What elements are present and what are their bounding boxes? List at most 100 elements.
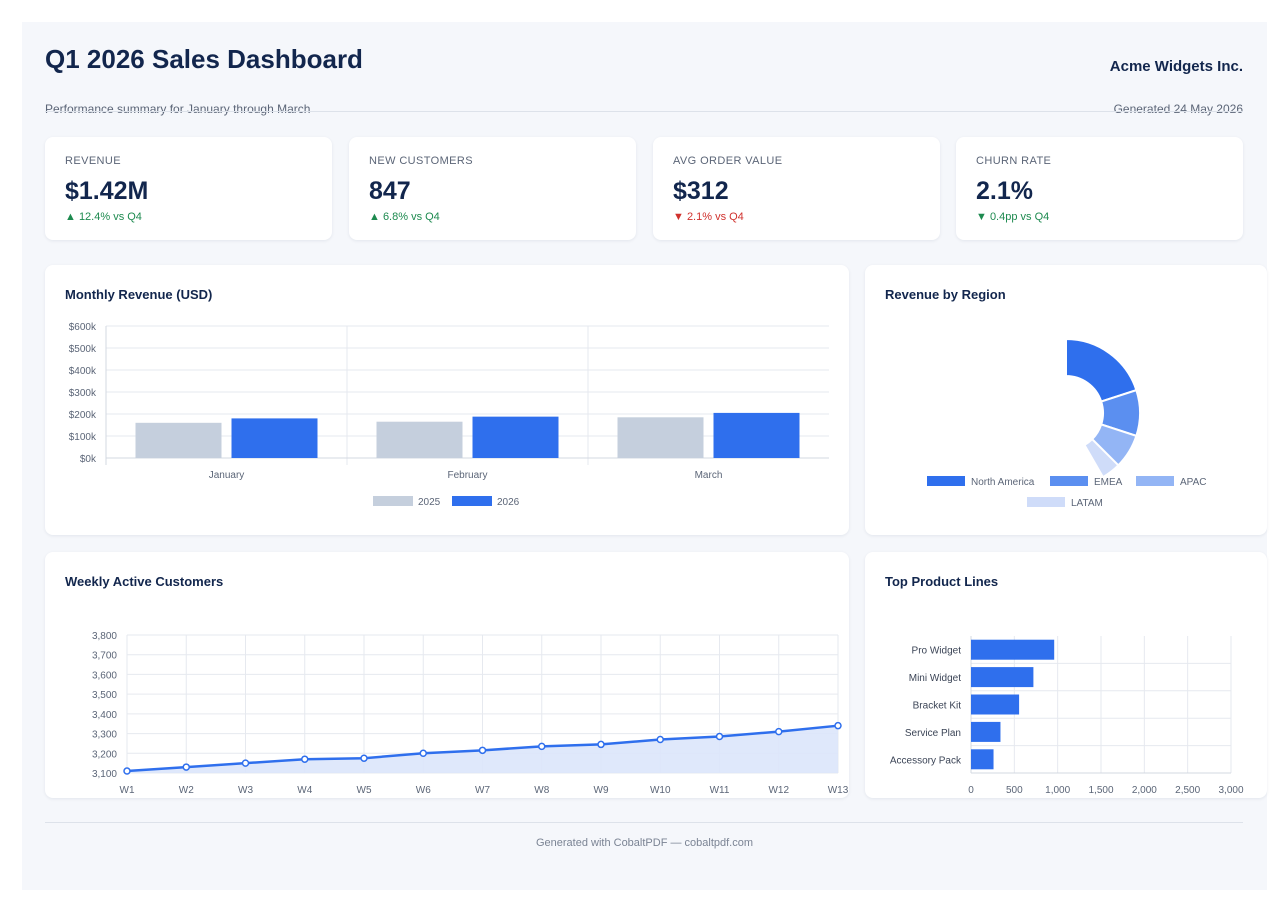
x-tick-label: W10 (650, 785, 671, 796)
data-point (597, 740, 605, 749)
y-tick-label: 3,100 (92, 769, 117, 780)
data-point (360, 754, 368, 762)
x-tick-label: 3,000 (1218, 785, 1243, 796)
bar (713, 412, 800, 458)
y-tick-label: $300k (69, 388, 97, 399)
legend-label: EMEA (1094, 477, 1123, 488)
kpi-label: NEW CUSTOMERS (369, 155, 474, 167)
pie-slice (1083, 437, 1120, 479)
y-tick-label: Accessory Pack (890, 755, 962, 766)
data-point (715, 732, 724, 741)
legend-swatch (373, 496, 413, 506)
header-divider (45, 111, 1243, 112)
chart-title: Weekly Active Customers (65, 574, 224, 589)
x-tick-label: W5 (357, 785, 372, 796)
bar (135, 422, 222, 458)
company-name: Acme Widgets Inc. (1109, 58, 1243, 75)
x-tick-label: 2,500 (1175, 785, 1200, 796)
page-subtitle: Performance summary for January through … (45, 102, 311, 116)
kpi-change: ▼ 0.4pp vs Q4 (976, 211, 1050, 223)
x-tick-label: 500 (1006, 785, 1023, 796)
bar (971, 667, 1034, 688)
y-tick-label: 3,300 (92, 730, 117, 741)
y-tick-label: 3,700 (92, 651, 117, 662)
dashboard-page: Q1 2026 Sales Dashboard Performance summ… (22, 22, 1267, 890)
footer-text: Generated with CobaltPDF — cobaltpdf.com (535, 837, 754, 849)
y-tick-label: 3,500 (92, 690, 117, 701)
kpi-change: ▼ 2.1% vs Q4 (673, 211, 744, 223)
legend-swatch (927, 476, 965, 486)
bar (971, 721, 1001, 742)
legend-swatch (1027, 497, 1065, 507)
x-tick-label: W7 (475, 785, 490, 796)
x-tick-label: 2,000 (1132, 785, 1157, 796)
legend-label: North America (971, 477, 1035, 488)
weekly-active-customers-card: Weekly Active Customers 3,100 3,200 3,300 3… (45, 552, 849, 798)
x-tick-label: 1,000 (1045, 785, 1070, 796)
data-point (478, 746, 487, 755)
y-tick-label: $0k (80, 454, 97, 465)
y-tick-label: 3,200 (92, 749, 117, 760)
x-tick-label: W11 (710, 785, 730, 796)
generated-date: Generated 24 May 2026 (1113, 102, 1243, 116)
y-tick-label: 3,600 (92, 670, 117, 681)
x-tick-label: 0 (968, 785, 974, 796)
legend-label: LATAM (1071, 498, 1103, 509)
x-tick-label: January (209, 470, 245, 481)
data-point (182, 763, 190, 771)
y-tick-label: $400k (69, 366, 97, 377)
kpi-label: CHURN RATE (976, 155, 1052, 167)
y-tick-label: $600k (69, 322, 97, 333)
legend-swatch (1136, 476, 1174, 486)
bar (231, 418, 318, 458)
pie-slice (1065, 337, 1138, 403)
top-product-lines-card: Top Product Lines 0 500 1,000 1,500 2,000 2,5… (865, 552, 1267, 798)
x-tick-label: W8 (534, 785, 549, 796)
chart-title: Top Product Lines (885, 574, 999, 589)
x-tick-label: W9 (594, 785, 609, 796)
monthly-revenue-chart: $0k $100k $200k $300k $400k $500k $600k January… (69, 322, 829, 508)
kpi-label: AVG ORDER VALUE (673, 155, 783, 167)
bar (376, 421, 463, 458)
revenue-by-region-chart: North America EMEA APAC LATAM (927, 337, 1207, 509)
kpi-value: 2.1% (976, 177, 1033, 205)
x-tick-label: W4 (297, 785, 312, 796)
bar (472, 416, 559, 458)
kpi-value: $312 (673, 177, 729, 205)
kpi-value: 847 (369, 177, 411, 205)
chart-title: Monthly Revenue (USD) (65, 287, 213, 302)
x-tick-label: W2 (179, 785, 194, 796)
kpi-card-new-customers: NEW CUSTOMERS 847 ▲ 6.8% vs Q4 (349, 137, 636, 240)
y-tick-label: Pro Widget (912, 646, 962, 657)
data-point (123, 767, 131, 775)
dashboard-header: Q1 2026 Sales Dashboard Performance summ… (45, 44, 1243, 116)
footer-divider (45, 822, 1243, 823)
legend-label: APAC (1180, 477, 1207, 488)
legend-label: 2026 (497, 497, 520, 508)
y-tick-label: Bracket Kit (913, 701, 962, 712)
y-tick-label: 3,800 (92, 631, 117, 642)
kpi-card-avg-order-value: AVG ORDER VALUE $312 ▼ 2.1% vs Q4 (653, 137, 940, 240)
y-tick-label: $500k (69, 344, 97, 355)
legend-label: 2025 (418, 497, 441, 508)
kpi-card-churn-rate: CHURN RATE 2.1% ▼ 0.4pp vs Q4 (956, 137, 1243, 240)
x-tick-label: 1,500 (1088, 785, 1113, 796)
weekly-active-customers-chart: 3,100 3,200 3,300 3,400 3,500 3,600 3,700 3,800… (92, 631, 849, 796)
x-tick-label: W3 (238, 785, 253, 796)
monthly-revenue-card: Monthly Revenue (USD) $0k $100k $200k $300k… (45, 265, 849, 535)
y-tick-label: $200k (69, 410, 97, 421)
top-product-lines-chart: 0 500 1,000 1,500 2,000 2,500 3,000 Pro Widget M… (890, 636, 1244, 796)
data-point (419, 749, 427, 758)
data-point (301, 755, 309, 763)
revenue-by-region-card: Revenue by Region North America EMEA APAC L… (865, 265, 1267, 535)
legend-swatch (1050, 476, 1088, 486)
bar (971, 694, 1020, 715)
x-tick-label: W13 (828, 785, 849, 796)
y-tick-label: Service Plan (905, 728, 961, 739)
chart-title: Revenue by Region (885, 287, 1006, 302)
x-tick-label: March (695, 470, 723, 481)
data-point (538, 742, 546, 751)
bar (971, 639, 1055, 660)
kpi-value: $1.42M (65, 177, 149, 205)
kpi-change: ▲ 6.8% vs Q4 (369, 211, 440, 223)
